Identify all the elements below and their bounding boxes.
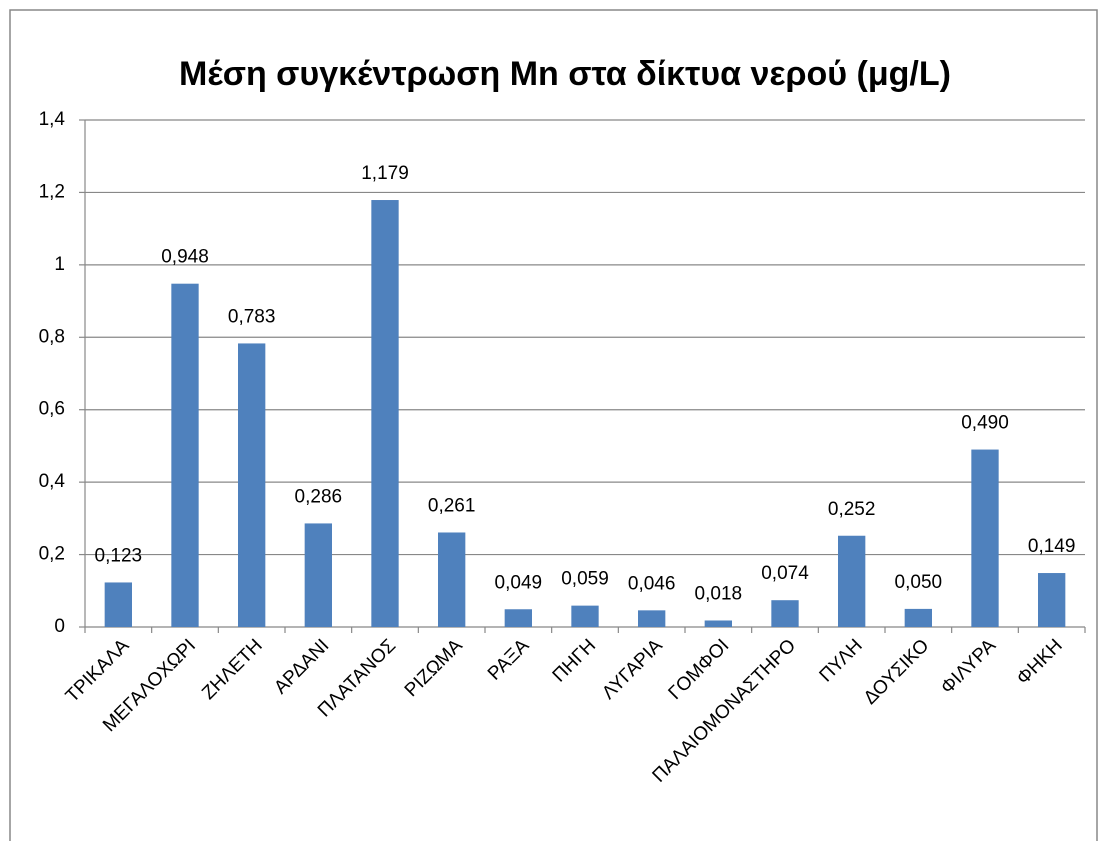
x-tick-label: ΡΙΖΩΜΑ — [401, 635, 467, 701]
y-tick-label: 1,2 — [39, 181, 65, 202]
bar — [438, 532, 466, 627]
x-tick-label: ΠΥΛΗ — [816, 635, 867, 686]
x-tick-label: ΔΟΥΣΙΚΟ — [860, 635, 934, 709]
y-tick-label: 0,8 — [39, 326, 65, 347]
value-label: 0,783 — [228, 306, 276, 327]
value-label: 0,261 — [428, 495, 476, 516]
y-tick-label: 0,2 — [39, 544, 65, 565]
x-tick-label: ΦΙΛΥΡΑ — [937, 635, 1000, 698]
x-tick-label: ΖΗΛΕΤΗ — [198, 635, 267, 704]
value-label: 0,490 — [961, 413, 1009, 434]
chart-frame — [9, 9, 1098, 841]
value-label: 0,286 — [295, 486, 343, 507]
y-tick-label: 0 — [54, 616, 65, 637]
value-label: 0,948 — [161, 247, 209, 268]
bar — [904, 608, 932, 627]
bar — [171, 283, 199, 627]
value-label: 0,074 — [761, 563, 809, 584]
x-tick-label: ΠΗΓΗ — [549, 635, 600, 686]
bar — [638, 610, 666, 627]
x-tick-label: ΑΡΔΑΝΙ — [270, 635, 333, 698]
bar — [571, 605, 599, 627]
value-label: 0,149 — [1028, 536, 1076, 557]
x-tick-label: ΓΟΜΦΟΙ — [665, 635, 734, 704]
y-tick-label: 1,4 — [39, 109, 66, 130]
y-tick-label: 0,6 — [39, 399, 65, 420]
value-label: 0,018 — [695, 583, 743, 604]
value-label: 0,252 — [828, 499, 876, 520]
bar — [371, 200, 399, 627]
value-label: 0,123 — [95, 545, 143, 566]
bar — [238, 343, 266, 627]
x-tick-label: ΦΗΚΗ — [1013, 635, 1067, 689]
chart-title: Μέση συγκέντρωση Mn στα δίκτυα νερού (μg… — [179, 55, 951, 93]
bar — [771, 600, 799, 627]
x-tick-label: ΤΡΙΚΑΛΑ — [62, 635, 134, 707]
y-tick-label: 1 — [54, 254, 65, 275]
y-tick-label: 0,4 — [39, 471, 66, 492]
bar — [304, 523, 332, 627]
x-tick-label: ΡΑΞΑ — [484, 635, 534, 685]
value-label: 1,179 — [361, 163, 409, 184]
bar — [504, 609, 532, 627]
bar — [1038, 573, 1066, 627]
bar — [838, 535, 866, 627]
value-label: 0,050 — [895, 572, 943, 593]
bar — [971, 449, 999, 627]
bar — [104, 582, 132, 627]
value-label: 0,049 — [495, 572, 543, 593]
bar — [704, 620, 732, 627]
x-tick-label: ΛΥΓΑΡΙΑ — [598, 635, 667, 704]
value-label: 0,046 — [628, 573, 676, 594]
value-label: 0,059 — [561, 569, 609, 590]
